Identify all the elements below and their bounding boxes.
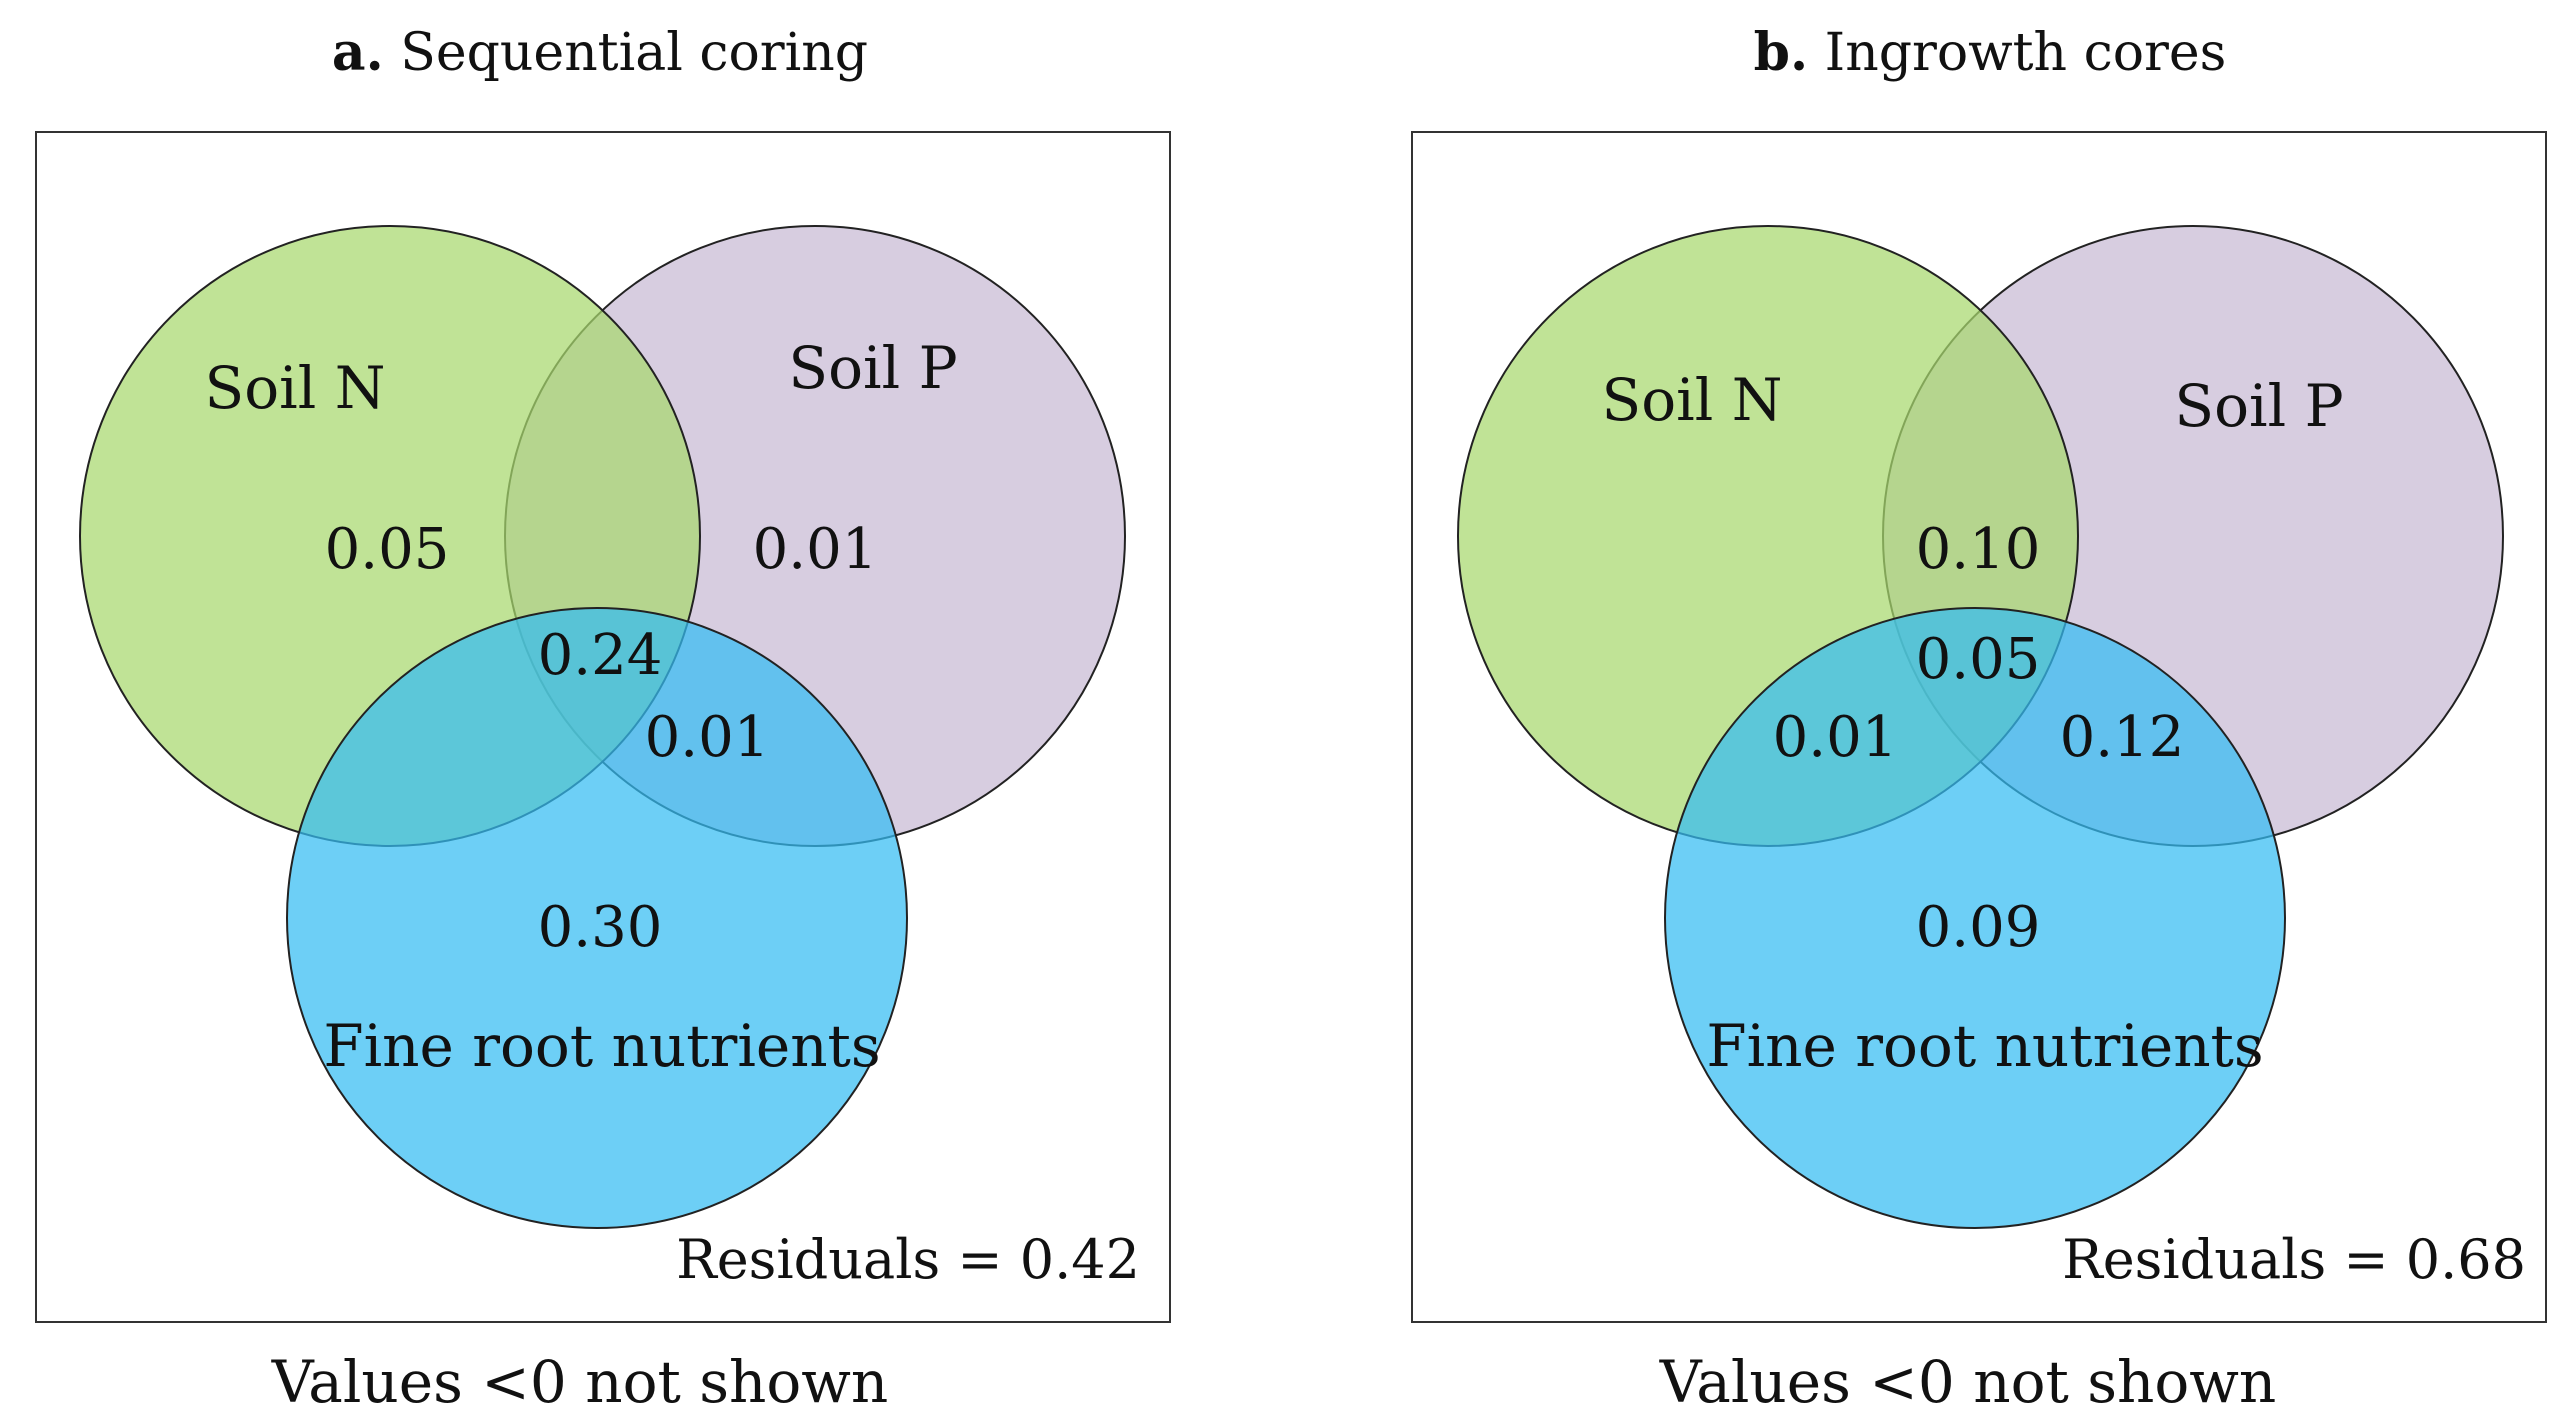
panel-b-fine-root-circle bbox=[1664, 607, 2286, 1229]
panel-a: a. Sequential coring Soil N Soil P Fine … bbox=[35, 22, 1171, 1416]
panel-b-value-root-only: 0.09 bbox=[1916, 895, 2041, 960]
panel-b-label-soil-p: Soil P bbox=[2174, 372, 2343, 440]
panel-b-value-n-p: 0.10 bbox=[1916, 517, 2041, 582]
panel-b-footnote: Values <0 not shown bbox=[1659, 1348, 2277, 1416]
panel-a-value-p-only: 0.01 bbox=[753, 517, 878, 582]
panel-b-residuals: Residuals = 0.68 bbox=[2062, 1228, 2526, 1291]
panel-b-label-fine-root: Fine root nutrients bbox=[1706, 1012, 2263, 1080]
panel-a-title: a. Sequential coring bbox=[332, 22, 868, 83]
panel-b-value-n-root: 0.01 bbox=[1773, 705, 1898, 770]
panel-b: b. Ingrowth cores Soil N Soil P Fine roo… bbox=[1411, 22, 2547, 1416]
panel-a-value-p-root: 0.01 bbox=[645, 705, 770, 770]
panel-a-label-fine-root: Fine root nutrients bbox=[323, 1012, 880, 1080]
panel-a-fine-root-circle bbox=[286, 607, 908, 1229]
panel-a-residuals: Residuals = 0.42 bbox=[676, 1228, 1140, 1291]
panel-a-footnote: Values <0 not shown bbox=[271, 1348, 889, 1416]
panel-b-title-letter: b. bbox=[1754, 22, 1808, 83]
panel-a-title-letter: a. bbox=[332, 22, 384, 83]
panel-a-label-soil-n: Soil N bbox=[205, 354, 386, 422]
panel-b-value-n-p-root: 0.05 bbox=[1916, 627, 2041, 692]
panel-b-title-text: Ingrowth cores bbox=[1808, 23, 2226, 83]
panel-a-label-soil-p: Soil P bbox=[788, 334, 957, 402]
panel-b-title: b. Ingrowth cores bbox=[1754, 22, 2227, 83]
panel-a-title-text: Sequential coring bbox=[384, 23, 868, 83]
panel-a-value-root-only: 0.30 bbox=[538, 895, 663, 960]
panel-b-label-soil-n: Soil N bbox=[1602, 366, 1783, 434]
panel-a-value-n-only: 0.05 bbox=[325, 517, 450, 582]
panel-a-value-n-p-root: 0.24 bbox=[538, 623, 663, 688]
panel-b-value-p-root: 0.12 bbox=[2060, 705, 2185, 770]
